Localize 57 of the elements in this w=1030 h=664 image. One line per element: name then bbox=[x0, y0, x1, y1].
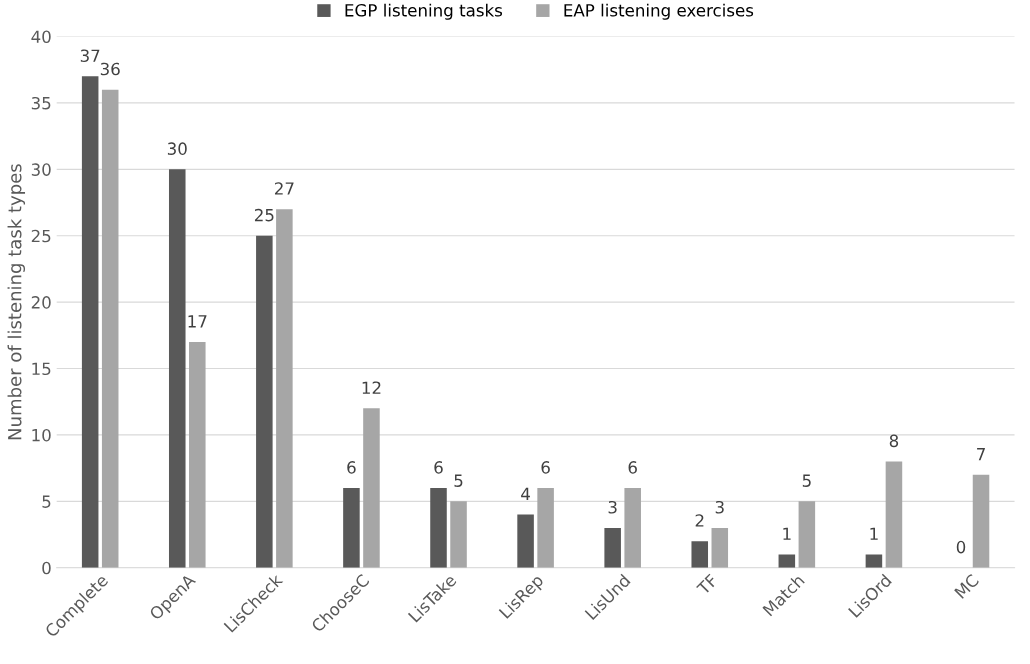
bar bbox=[885, 461, 903, 568]
bar bbox=[624, 488, 641, 568]
data-label: 1 bbox=[870, 527, 878, 540]
bar bbox=[517, 514, 534, 568]
y-tick-label: 20 bbox=[31, 296, 51, 309]
data-label: 36 bbox=[100, 62, 120, 76]
legend-label: EAP listening exercises bbox=[564, 3, 754, 20]
data-label: 37 bbox=[80, 49, 100, 63]
bar bbox=[256, 235, 273, 568]
data-label: 17 bbox=[188, 315, 207, 328]
data-label: 5 bbox=[454, 474, 463, 487]
data-label: 6 bbox=[434, 461, 443, 474]
bar bbox=[778, 554, 796, 568]
y-tick-label: 25 bbox=[31, 229, 51, 243]
bar bbox=[711, 527, 729, 568]
data-label: 3 bbox=[715, 500, 724, 514]
data-label: 1 bbox=[783, 527, 791, 540]
data-label: 3 bbox=[608, 500, 617, 514]
y-tick-label: 10 bbox=[32, 428, 51, 442]
x-tick-label: TF bbox=[696, 573, 719, 596]
bar bbox=[972, 474, 990, 568]
data-label: 6 bbox=[628, 461, 637, 474]
y-axis-title: Number of listening task types bbox=[7, 164, 26, 440]
y-tick-label: 0 bbox=[42, 561, 51, 575]
data-label: 8 bbox=[889, 434, 899, 448]
y-tick-label: 40 bbox=[31, 30, 51, 44]
bar bbox=[276, 209, 293, 568]
x-tick-label: MC bbox=[953, 573, 980, 599]
y-tick-label: 35 bbox=[31, 96, 51, 110]
data-label: 5 bbox=[802, 474, 811, 487]
data-label: 6 bbox=[541, 461, 550, 474]
bar bbox=[363, 408, 380, 568]
data-label: 6 bbox=[347, 461, 356, 474]
y-tick-label: 5 bbox=[42, 495, 51, 508]
bar bbox=[81, 76, 99, 568]
bar bbox=[450, 501, 467, 568]
data-label: 27 bbox=[274, 182, 294, 195]
bar bbox=[798, 501, 816, 568]
data-label: 25 bbox=[254, 208, 274, 222]
bar bbox=[101, 89, 119, 568]
bar bbox=[537, 488, 554, 568]
bar bbox=[865, 554, 883, 568]
data-label: 4 bbox=[521, 487, 530, 501]
bar bbox=[430, 488, 447, 568]
data-label: 7 bbox=[977, 448, 985, 461]
bar bbox=[189, 341, 206, 568]
bar bbox=[343, 488, 360, 568]
bar bbox=[168, 169, 186, 568]
data-label: 12 bbox=[362, 381, 381, 394]
bar bbox=[691, 541, 709, 568]
y-tick-label: 15 bbox=[32, 362, 51, 376]
y-tick-label: 30 bbox=[31, 163, 51, 176]
bar bbox=[604, 527, 621, 568]
data-label: 2 bbox=[695, 514, 704, 527]
legend-label: EGP listening tasks bbox=[345, 3, 503, 20]
data-label: 0 bbox=[956, 540, 966, 554]
data-label: 30 bbox=[167, 142, 187, 155]
